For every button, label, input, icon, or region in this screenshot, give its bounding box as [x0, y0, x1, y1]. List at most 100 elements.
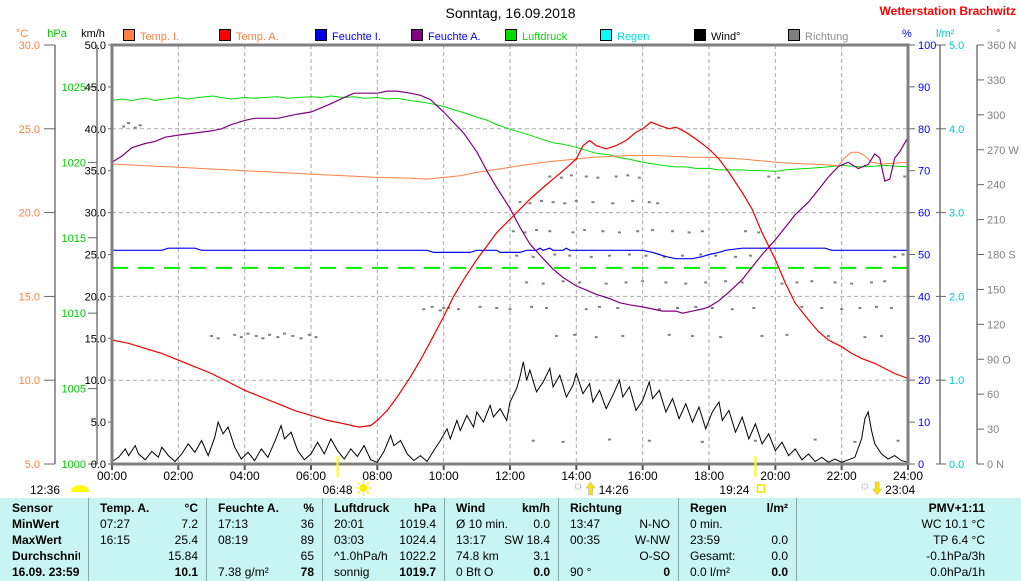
axis-tick-label: 100: [918, 40, 936, 52]
cell-left: 0.0 l/m²: [690, 565, 731, 579]
richtung-dot: [785, 333, 789, 336]
richtung-dot: [863, 336, 867, 339]
richtung-dot: [714, 254, 718, 257]
table-column-divider: [322, 498, 323, 581]
cell-left: [796, 500, 929, 516]
cell-right: 0.0: [533, 565, 550, 579]
legend-item-feuchte-a-: Feuchte A.: [411, 29, 481, 43]
table-column-luftdruck: Luftdruck hPa 20:01 1019.4 03:03 1024.4 ^1.0hP…: [322, 500, 444, 580]
richtung-dot: [299, 337, 303, 340]
richtung-dot: [780, 282, 784, 285]
series-temp-a: [111, 121, 909, 428]
cell-right: °C: [184, 501, 198, 515]
cell-right: 10.1: [174, 565, 198, 579]
series-feuchte-i: [112, 247, 908, 260]
axis-unit-label: %: [902, 28, 912, 40]
cell-left: 07:27: [100, 517, 131, 531]
axis-tick-label: 330: [987, 75, 1005, 87]
axis-tick-label: 240: [987, 180, 1005, 192]
sun-event-tick: [754, 456, 757, 477]
richtung-dot: [621, 334, 625, 337]
sun-ray: [357, 481, 361, 485]
richtung-dot: [687, 231, 691, 234]
richtung-dot: [578, 281, 582, 284]
richtung-dot: [541, 282, 545, 285]
richtung-dot: [528, 202, 532, 205]
table-row: Durchschnitt: [0, 548, 88, 564]
richtung-dot: [544, 307, 548, 310]
richtung-dot: [656, 202, 660, 205]
table-header-row: PMV+1:11: [796, 500, 1021, 516]
richtung-dot: [903, 175, 907, 178]
cell-left: Richtung: [570, 501, 622, 515]
richtung-dot: [810, 280, 814, 283]
legend-label: Temp. A.: [236, 31, 279, 43]
cell-right: 78: [300, 565, 314, 579]
cell-right: 25.4: [174, 533, 198, 547]
cell-right: %: [303, 501, 314, 515]
axis-tick-label: 60: [987, 389, 999, 401]
cell-left: 03:03: [334, 533, 365, 547]
richtung-dot: [447, 307, 451, 310]
x-axis-tick-label: 04:00: [230, 469, 260, 483]
richtung-dot: [553, 253, 557, 256]
cell-left: 7.38 g/m²: [218, 565, 269, 579]
axis-tick-label: 2.0: [949, 291, 964, 303]
richtung-dot: [662, 255, 666, 258]
cell-right: [788, 516, 796, 532]
richtung-dot: [233, 333, 237, 336]
marker-12-36: [71, 485, 89, 492]
richtung-dot: [523, 231, 527, 234]
richtung-dot: [614, 175, 618, 178]
axis-tick-label: 30: [987, 424, 999, 436]
cell-right: 0: [663, 565, 670, 579]
axis-tick-label: 1015: [62, 233, 86, 245]
richtung-dot: [760, 334, 764, 337]
cell-left: Temp. A.: [100, 501, 150, 515]
richtung-dot: [569, 174, 573, 177]
table-row: MinWert: [0, 516, 88, 532]
axis-unit-label: l/m²: [936, 28, 955, 40]
legend-item-temp-a-: Temp. A.: [219, 29, 279, 43]
richtung-dot: [611, 202, 615, 205]
cell-right: W-NW: [634, 533, 670, 547]
richtung-dot: [700, 230, 704, 233]
axis-tick-label: 0.0: [949, 459, 964, 471]
sun-icon: [359, 484, 368, 492]
cell-left: 16.09. 23:59: [12, 565, 80, 579]
richtung-dot: [584, 175, 588, 178]
richtung-dot: [675, 307, 679, 310]
axis-tick-label: 30: [918, 333, 930, 345]
cell-left: Wind: [456, 501, 486, 515]
table-row: 15.84: [88, 548, 206, 564]
cell-right: TP 6.4 °C: [933, 533, 985, 547]
legend-label: Temp. I.: [140, 31, 180, 43]
x-axis-tick-label: 10:00: [429, 469, 459, 483]
cell-right: 15.84: [167, 549, 198, 563]
richtung-dot: [608, 254, 611, 257]
legend-item-temp-i-: Temp. I.: [123, 29, 179, 43]
axis-tick-label: 80: [918, 124, 930, 136]
richtung-dot: [573, 333, 577, 336]
table-header-row: Feuchte A.%: [206, 500, 322, 516]
cell-right: N-NO: [639, 517, 670, 531]
marker-06-48: [336, 456, 372, 496]
legend-item-feuchte-i-: Feuchte I.: [315, 29, 381, 43]
sun-ray: [366, 491, 370, 495]
moonrise-arrow-icon: [585, 481, 596, 496]
richtung-dot: [568, 254, 572, 257]
richtung-dot: [631, 199, 635, 202]
x-axis-tick-label: 00:00: [97, 469, 127, 483]
legend-swatch-icon: [788, 29, 800, 41]
axis-tick-label: 25.0: [19, 124, 40, 136]
cell-left: 08:19: [218, 533, 249, 547]
richtung-dot: [657, 308, 661, 311]
table-row: 03:03 1024.4: [322, 532, 444, 548]
legend-swatch-icon: [694, 29, 706, 41]
richtung-dot: [574, 199, 578, 202]
axis-tick-label: 15.0: [19, 291, 40, 303]
richtung-dot: [531, 439, 535, 442]
table-row: 16:15 25.4: [88, 532, 206, 548]
axis-tick-label: 20.0: [85, 291, 106, 303]
x-axis-tick-label: 16:00: [628, 469, 658, 483]
